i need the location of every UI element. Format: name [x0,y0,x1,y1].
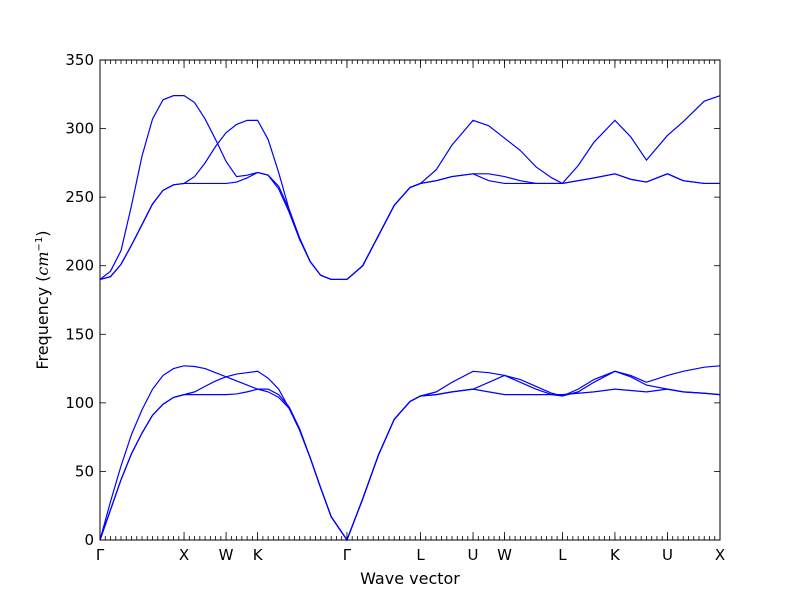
x-tick-label: Γ [96,546,105,564]
x-tick-label: L [558,546,567,564]
y-axis-label-unit: cm [33,251,52,275]
x-tick-label: K [253,546,264,564]
y-tick-label: 0 [84,531,94,549]
y-axis-ticks: 0 50 100 150 200 250 300 350 [65,51,720,549]
y-axis-label-exponent: −1 [34,237,45,252]
y-tick-label: 300 [65,120,94,138]
band-line-6 [99,95,721,281]
band-line-5 [99,171,720,281]
x-tick-label: L [416,546,425,564]
x-tick-label: Γ [343,546,352,564]
y-tick-label: 50 [75,462,94,480]
x-tick-label: U [662,546,673,564]
y-axis-label-prefix: Frequency ( [33,276,52,370]
plot-frame [99,59,721,541]
y-tick-label: 250 [65,188,94,206]
y-tick-label: 200 [65,257,94,275]
y-tick-label: 350 [65,51,94,69]
y-tick-label: 150 [65,325,94,343]
y-tick-label: 100 [65,394,94,412]
band-line-2 [99,370,721,542]
y-axis-label-suffix: ) [33,230,52,236]
x-axis-label: Wave vector [360,569,460,588]
band-lines [99,95,721,542]
x-tick-label: W [497,546,512,564]
x-tick-label: U [468,546,479,564]
band-line-3 [99,365,721,542]
x-tick-label: K [610,546,621,564]
x-tick-label: W [219,546,234,564]
y-axis-label: Frequency (cm−1) [33,230,52,369]
x-tick-label: X [179,546,189,564]
x-tick-label: X [715,546,725,564]
